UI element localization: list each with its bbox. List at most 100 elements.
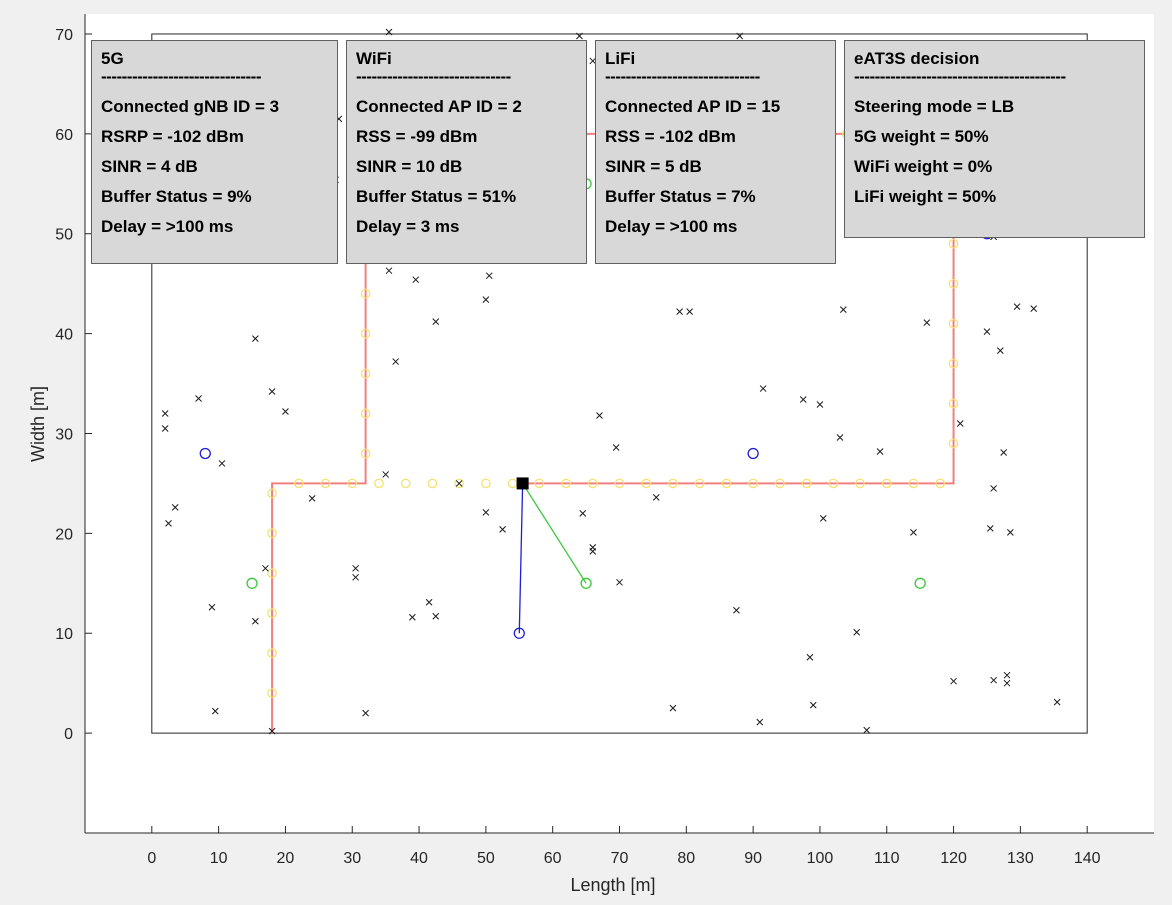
info-line-delay: Delay = >100 ms xyxy=(101,217,234,236)
receiver-cross-marker xyxy=(208,603,216,611)
lifi-ap-marker xyxy=(267,568,277,579)
y-tick-label: 20 xyxy=(55,526,73,543)
lifi-ap-marker xyxy=(801,478,812,489)
receiver-cross-marker xyxy=(876,448,884,455)
info-panel-wifi: WiFi ------------------------------ Conn… xyxy=(346,40,587,264)
wifi-ap-marker xyxy=(914,577,926,589)
receiver-cross-marker xyxy=(485,272,493,280)
lifi-ap-marker xyxy=(267,608,277,619)
lifi-ap-marker xyxy=(948,358,959,369)
lifi-ap-marker xyxy=(881,478,892,489)
info-line-delay: Delay = 3 ms xyxy=(356,217,460,236)
lifi-ap-marker xyxy=(427,478,438,489)
receiver-cross-marker xyxy=(432,318,440,325)
info-line-delay: Delay = >100 ms xyxy=(605,217,738,236)
receiver-cross-marker xyxy=(676,308,683,315)
info-line-buffer-status: Buffer Status = 7% xyxy=(605,187,756,206)
x-tick-label: 110 xyxy=(874,850,900,867)
info-line-rss: RSS = -99 dBm xyxy=(356,127,478,146)
y-tick-label: 60 xyxy=(55,127,73,144)
y-axis-label: Width [m] xyxy=(28,386,48,462)
info-line-connected-ap: Connected AP ID = 2 xyxy=(356,97,522,116)
receiver-cross-marker xyxy=(252,617,259,625)
receiver-cross-marker xyxy=(756,718,764,726)
lifi-ap-marker xyxy=(948,238,959,249)
receiver-cross-marker xyxy=(1013,303,1021,310)
receiver-cross-marker xyxy=(161,410,169,417)
y-tick-label: 0 xyxy=(64,726,73,743)
lifi-ap-marker xyxy=(694,478,705,489)
lifi-ap-marker xyxy=(360,328,371,339)
lifi-ap-marker xyxy=(320,478,331,489)
lifi-ap-marker xyxy=(948,318,959,329)
x-tick-label: 70 xyxy=(611,850,629,867)
receiver-cross-marker xyxy=(579,510,587,517)
receiver-cross-marker xyxy=(409,613,416,621)
receiver-cross-marker xyxy=(923,319,931,326)
lifi-ap-marker xyxy=(748,478,758,489)
info-line-lifi-weight: LiFi weight = 50% xyxy=(854,187,997,206)
receiver-cross-marker xyxy=(352,573,359,581)
info-line-sinr: SINR = 5 dB xyxy=(605,157,702,176)
info-line-sinr: SINR = 10 dB xyxy=(356,157,463,176)
lifi-ap-marker xyxy=(374,478,384,489)
x-tick-label: 20 xyxy=(277,850,295,867)
info-panel-title: LiFi xyxy=(605,49,636,68)
x-axis-label: Length [m] xyxy=(570,875,655,895)
receiver-cross-marker xyxy=(853,628,861,636)
lifi-ap-marker xyxy=(948,278,959,289)
receiver-cross-marker xyxy=(990,485,998,492)
lifi-ap-marker xyxy=(454,478,464,489)
receiver-cross-marker xyxy=(385,28,393,36)
info-line-connected-ap: Connected AP ID = 15 xyxy=(605,97,781,116)
info-line-wifi-weight: WiFi weight = 0% xyxy=(854,157,993,176)
receiver-cross-marker xyxy=(596,412,603,419)
lifi-ap-marker xyxy=(668,478,678,489)
x-tick-label: 10 xyxy=(210,850,228,867)
receiver-cross-marker xyxy=(669,704,677,712)
receiver-cross-marker xyxy=(616,578,623,586)
lifi-ap-marker xyxy=(935,478,946,489)
lifi-ap-marker xyxy=(641,478,652,489)
receiver-cross-marker xyxy=(759,385,767,392)
link-wifi-line xyxy=(522,483,587,584)
info-line-rss: RSS = -102 dBm xyxy=(605,127,736,146)
link-5g-line xyxy=(518,483,524,634)
receiver-cross-marker xyxy=(806,653,814,661)
receiver-cross-marker xyxy=(986,525,994,532)
info-panel-separator: ------------------------------ xyxy=(356,70,511,86)
receiver-cross-marker xyxy=(1003,671,1011,679)
receiver-cross-marker xyxy=(268,727,276,735)
receiver-cross-marker xyxy=(482,509,490,516)
info-line-5g-weight: 5G weight = 50% xyxy=(854,127,989,146)
receiver-cross-marker xyxy=(990,676,998,684)
lifi-ap-marker xyxy=(774,478,785,489)
receiver-cross-marker xyxy=(956,420,964,427)
receiver-cross-marker xyxy=(863,726,871,734)
lifi-ap-marker xyxy=(721,478,732,489)
receiver-cross-marker xyxy=(218,460,226,467)
receiver-cross-marker xyxy=(1006,529,1014,536)
receiver-cross-marker xyxy=(425,598,433,606)
receiver-cross-marker xyxy=(392,358,400,365)
x-tick-label: 30 xyxy=(343,850,361,867)
receiver-cross-marker xyxy=(809,701,817,709)
x-tick-label: 140 xyxy=(1074,850,1101,867)
lifi-ap-marker xyxy=(267,488,277,499)
info-line-connected-gnb: Connected gNB ID = 3 xyxy=(101,97,280,116)
lifi-ap-marker xyxy=(400,478,411,489)
receiver-cross-marker xyxy=(839,306,847,313)
y-tick-label: 70 xyxy=(55,27,73,44)
info-panel-separator: ------------------------------- xyxy=(101,70,262,86)
receiver-cross-marker xyxy=(1000,449,1008,456)
info-panel-eat3s-decision: eAT3S decision -------------------------… xyxy=(844,40,1145,238)
receiver-cross-marker xyxy=(652,494,660,501)
receiver-cross-marker xyxy=(362,709,369,717)
x-tick-label: 80 xyxy=(677,850,695,867)
lifi-ap-marker xyxy=(534,478,545,489)
receiver-cross-marker xyxy=(282,408,289,415)
receiver-cross-marker xyxy=(799,396,807,403)
info-panel-lifi: LiFi ------------------------------ Conn… xyxy=(595,40,836,264)
lifi-ap-marker xyxy=(347,478,358,489)
receiver-cross-marker xyxy=(819,515,827,522)
